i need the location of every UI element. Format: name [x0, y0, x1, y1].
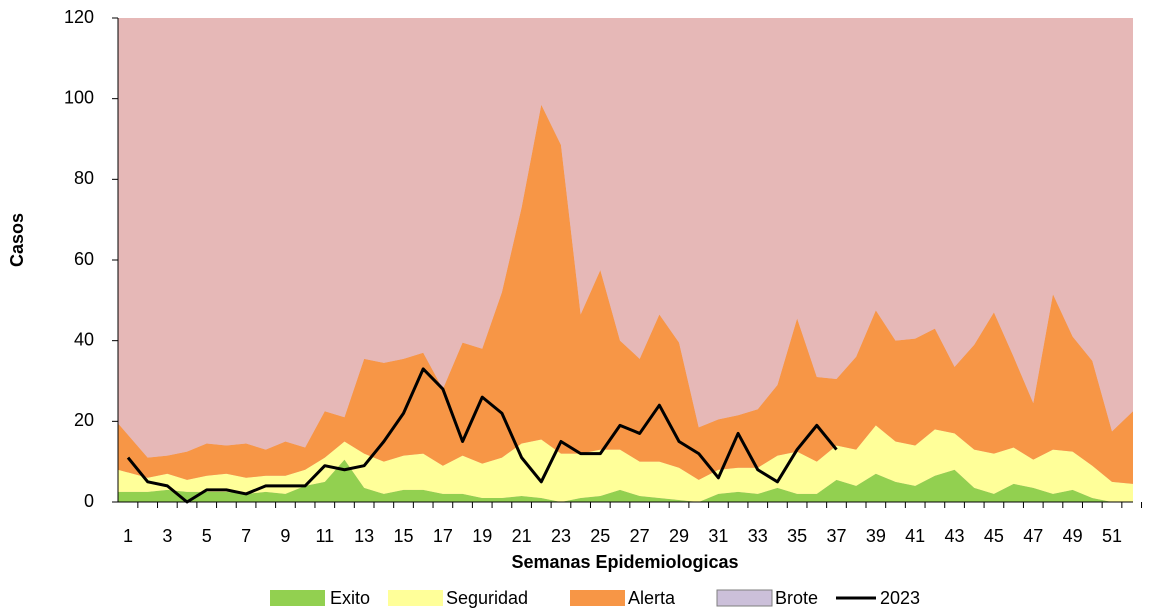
x-tick-label: 21 — [512, 526, 532, 546]
legend-label: Alerta — [628, 588, 676, 608]
x-tick-label: 13 — [354, 526, 374, 546]
x-tick-label: 1 — [123, 526, 133, 546]
x-tick-label: 49 — [1063, 526, 1083, 546]
x-tick-label: 9 — [280, 526, 290, 546]
y-tick-label: 100 — [64, 87, 94, 107]
legend-swatch — [570, 590, 625, 606]
x-axis-label: Semanas Epidemiologicas — [511, 552, 738, 572]
x-tick-label: 45 — [984, 526, 1004, 546]
x-tick-label: 17 — [433, 526, 453, 546]
y-tick-label: 40 — [74, 329, 94, 349]
legend-label: 2023 — [880, 588, 920, 608]
legend-swatch — [388, 590, 443, 606]
area-exito — [118, 459, 1133, 502]
y-tick-label: 0 — [84, 491, 94, 511]
y-axis-label: Casos — [7, 213, 27, 267]
x-tick-label: 37 — [826, 526, 846, 546]
x-tick-label: 33 — [748, 526, 768, 546]
x-tick-label: 7 — [241, 526, 251, 546]
x-tick-label: 11 — [315, 526, 334, 546]
y-tick-label: 120 — [64, 7, 94, 27]
legend-label: Seguridad — [446, 588, 528, 608]
x-tick-label: 43 — [945, 526, 965, 546]
x-tick-label: 15 — [394, 526, 414, 546]
x-tick-label: 39 — [866, 526, 886, 546]
legend-swatch — [270, 590, 325, 606]
legend-label: Exito — [330, 588, 370, 608]
area-brote — [118, 18, 1133, 458]
x-tick-label: 29 — [669, 526, 689, 546]
x-tick-label: 25 — [590, 526, 610, 546]
area-seguridad — [118, 425, 1133, 502]
x-tick-label: 23 — [551, 526, 571, 546]
y-tick-label: 20 — [74, 410, 94, 430]
x-tick-label: 47 — [1023, 526, 1043, 546]
legend-swatch — [716, 589, 773, 607]
line-2023 — [126, 367, 838, 504]
x-tick-label: 31 — [708, 526, 728, 546]
x-tick-label: 5 — [202, 526, 212, 546]
x-tick-label: 3 — [162, 526, 172, 546]
area-alerta — [118, 104, 1133, 484]
x-tick-label: 27 — [630, 526, 650, 546]
x-tick-label: 35 — [787, 526, 807, 546]
legend-label: Brote — [775, 588, 818, 608]
x-tick-label: 51 — [1102, 526, 1122, 546]
x-tick-label: 41 — [905, 526, 925, 546]
y-tick-label: 60 — [74, 249, 94, 269]
x-tick-label: 19 — [472, 526, 492, 546]
y-tick-label: 80 — [74, 168, 94, 188]
